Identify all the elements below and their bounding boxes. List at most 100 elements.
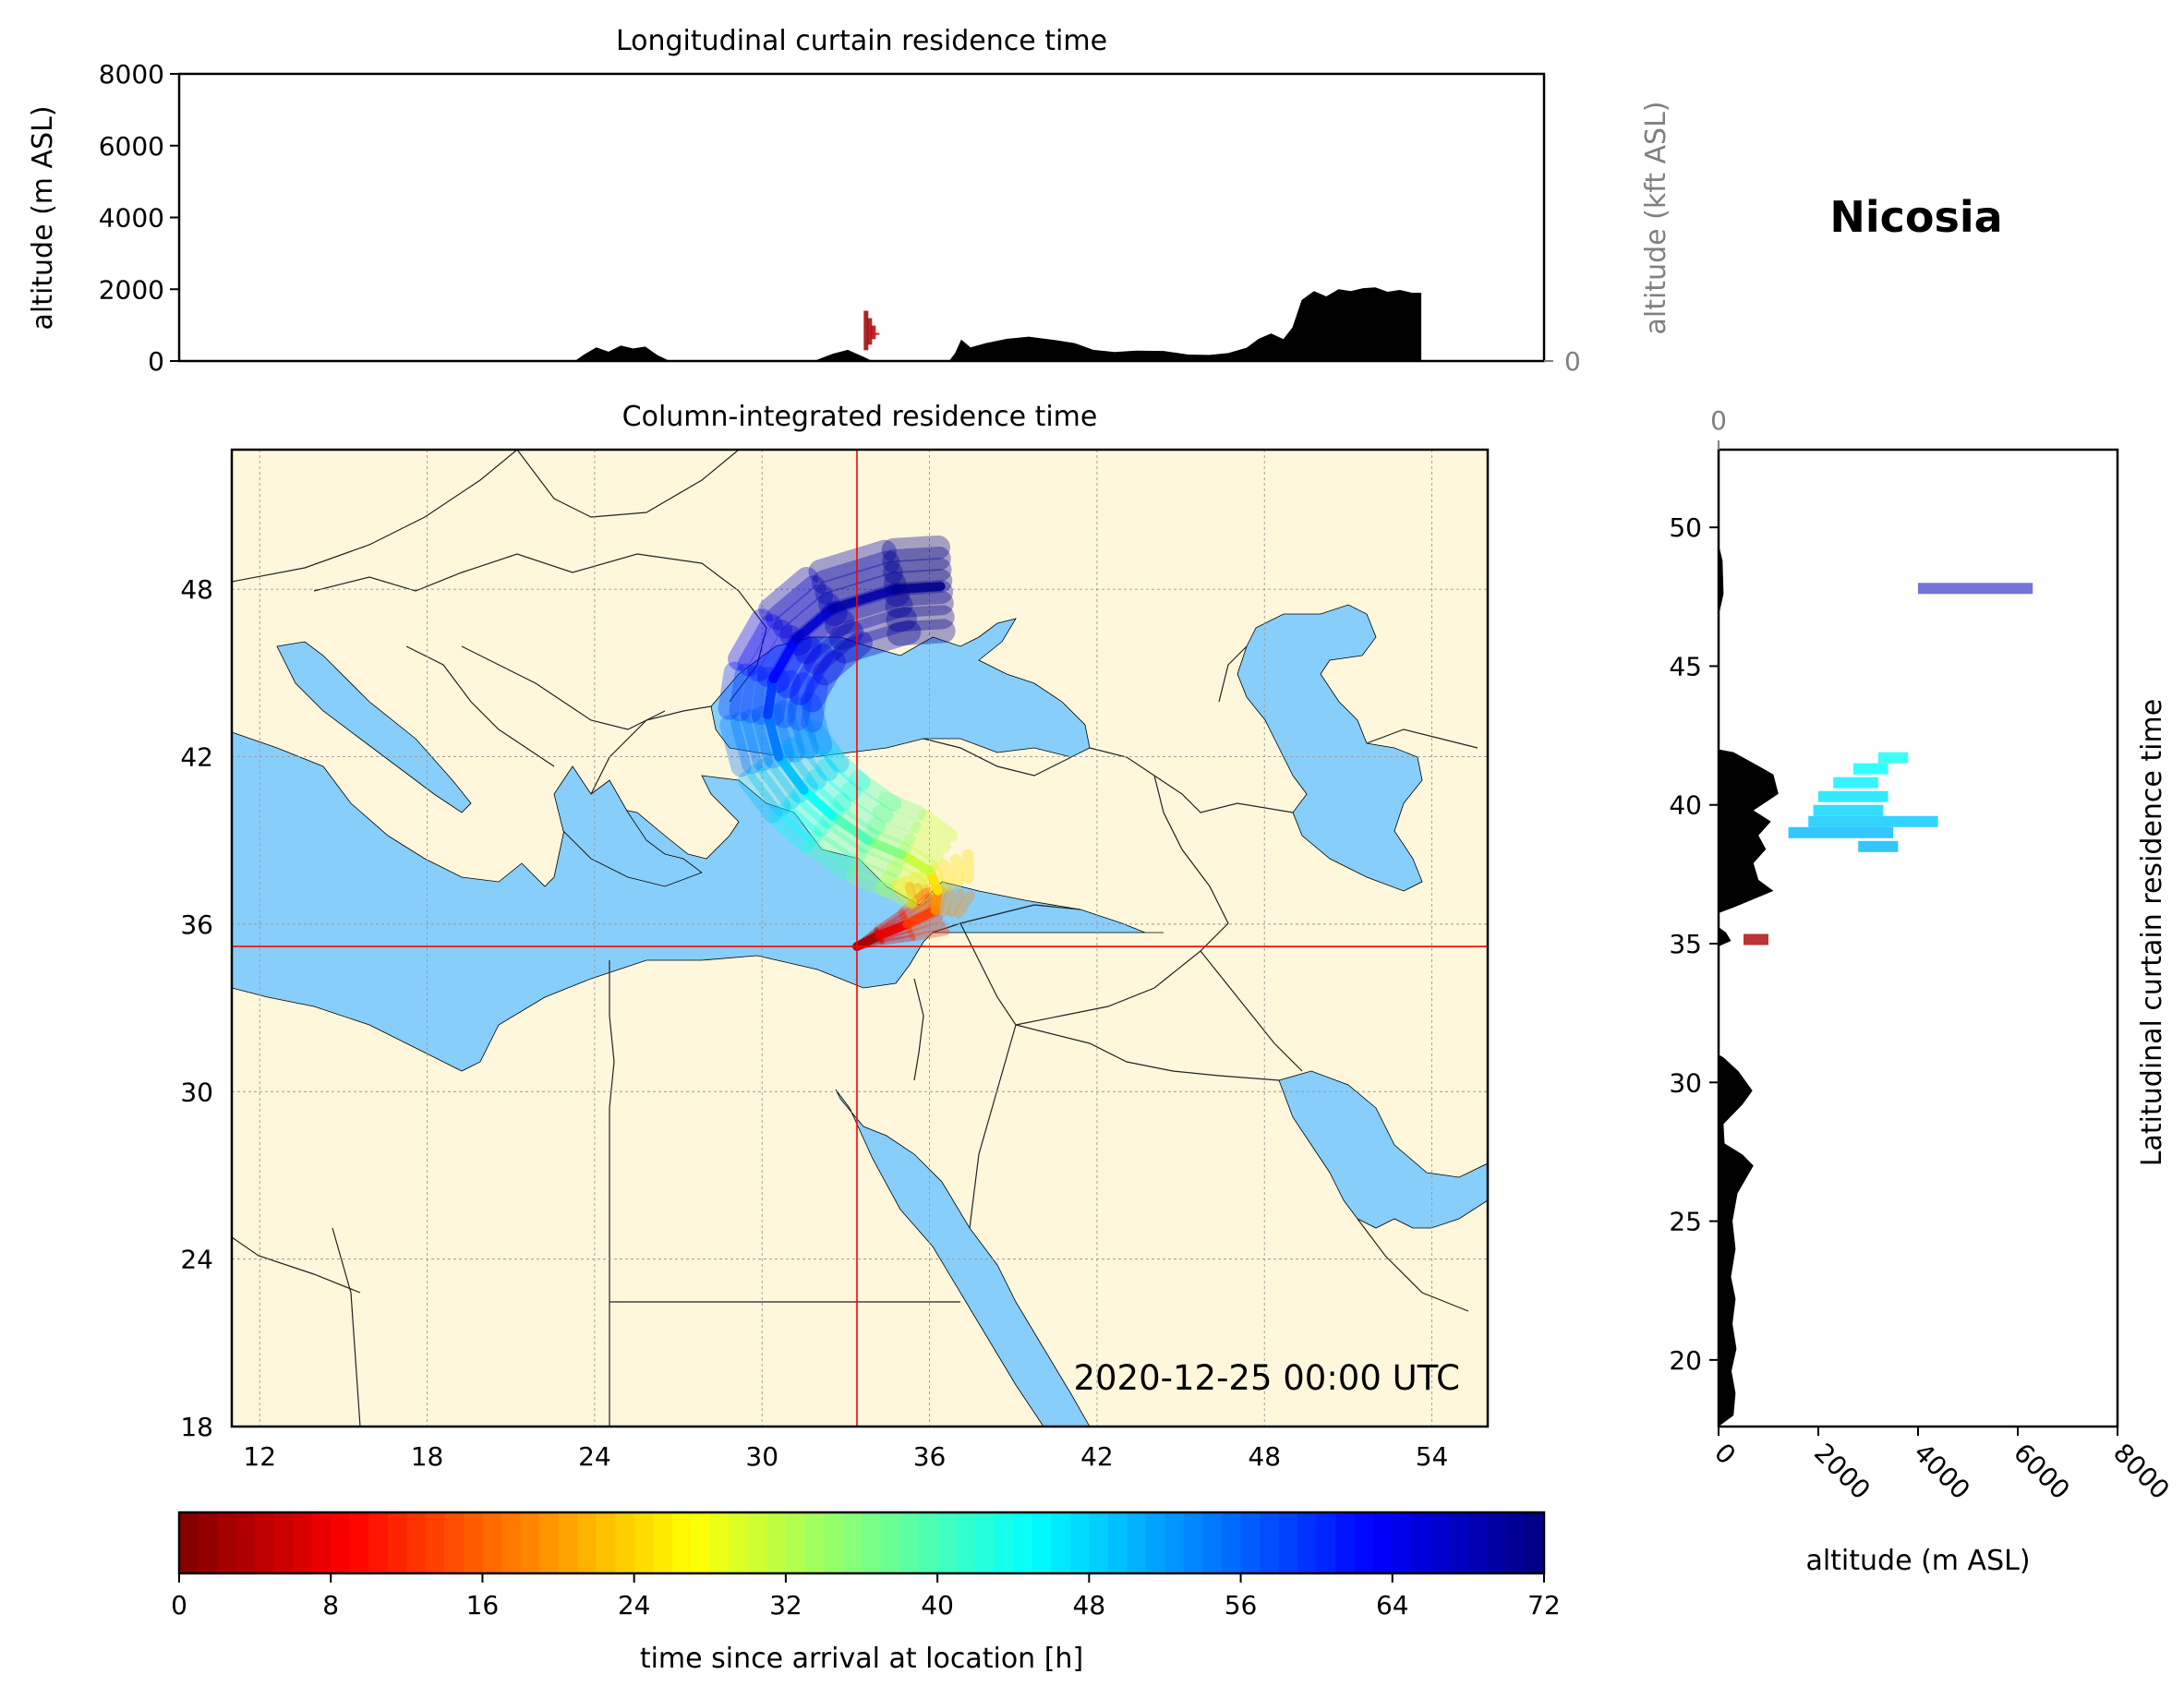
trajectory-segment [807,830,861,872]
longitudinal-ytick-right-label: 0 [1564,346,1581,377]
trajectory-segment [802,620,864,675]
trajectory-segment [900,897,935,923]
trajectory-segment [828,606,917,651]
trajectory-segment [791,785,838,828]
trajectory-core-segment [799,785,837,820]
trajectory-core-segment [875,919,912,940]
trajectory-segment [875,912,907,934]
latitudinal-xtick-label: 0 [1708,1438,1742,1471]
latitudinal-xtick-label: 8000 [2107,1438,2176,1506]
colorbar-tick-label: 8 [322,1590,339,1620]
colorbar-cell [217,1512,237,1573]
trajectory-segment [886,605,955,632]
trajectory-core-segment [790,604,837,644]
trajectory-segment [885,591,954,619]
colorbar-cell [1222,1512,1242,1573]
trajectory-segment [800,650,846,713]
latitudinal-plume [1744,583,2033,945]
longitudinal-plume-mark [871,325,876,340]
trajectory-segment [937,859,956,892]
trajectory-segment [808,539,897,584]
colorbar-cell [747,1512,767,1573]
trajectory-segment [811,550,900,595]
colorbar-cell [823,1512,844,1573]
trajectory-segment [863,827,911,857]
map-y-axis: 18 24 30 36 42 48 [180,574,213,1442]
latitudinal-xtick-label: 6000 [2008,1438,2076,1506]
colorbar-cell [444,1512,465,1573]
trajectory-segment [890,879,918,909]
trajectory-segment [892,852,934,883]
colorbar-tick-label: 48 [1073,1590,1106,1620]
colorbar-cell [596,1512,616,1573]
map-ytick-label: 42 [180,742,213,773]
latitudinal-plume-band [1744,933,1768,945]
map-gridlines [232,450,1488,1427]
trajectory-segment [845,869,895,898]
trajectory-segment [801,674,828,733]
trajectory-segment [772,584,834,639]
longitudinal-ytick-label: 8000 [99,59,164,90]
colorbar-cell [709,1512,730,1573]
trajectory-segment [878,934,916,945]
colorbar-cell [539,1512,560,1573]
trajectory-segment [949,854,965,888]
trajectory-segment [884,580,954,608]
colorbar-cell [255,1512,275,1573]
trajectory-segment [881,535,951,562]
trajectory-segment [849,770,902,813]
longitudinal-y-axis: 0 2000 4000 6000 8000 [99,59,179,377]
trajectory-segment [854,848,903,878]
aegean-sea [553,765,703,887]
red-sea [835,1089,1091,1427]
latitudinal-ytick-label: 50 [1669,512,1702,543]
latitudinal-title: Latitudinal curtain residence time [2136,699,2168,1166]
map-timestamp: 2020-12-25 00:00 UTC [1073,1358,1460,1398]
trajectory-segment [883,569,953,596]
colorbar-cell [1202,1512,1223,1573]
latitudinal-ytick-label: 25 [1669,1207,1702,1237]
trajectory-segment [910,927,950,942]
trajectory-segment [773,743,818,797]
colorbar-tick-label: 64 [1376,1590,1409,1620]
longitudinal-ylabel-right: altitude (kft ASL) [1640,101,1672,334]
trajectory-segment [758,566,819,622]
colorbar-cell [235,1512,256,1573]
latitudinal-ytick-label: 20 [1669,1345,1702,1376]
colorbar-cell [1107,1512,1128,1573]
longitudinal-panel: Longitudinal curtain residence time 0 200… [27,25,1672,377]
colorbar-cell [198,1512,218,1573]
latitudinal-ytick-label: 30 [1669,1067,1702,1098]
map-xtick-label: 54 [1416,1441,1449,1472]
longitudinal-title: Longitudinal curtain residence time [616,25,1107,57]
trajectory-segment [751,667,779,726]
latitudinal-x-axis: 0 2000 4000 6000 8000 [1708,1427,2176,1505]
colorbar-cell [899,1512,920,1573]
colorbar-cell [425,1512,445,1573]
colorbar-cell [615,1512,635,1573]
trajectory-segment [867,817,916,847]
map-ytick-label: 18 [180,1412,213,1442]
map-frame [230,448,1490,1428]
colorbar-cell [1487,1512,1507,1573]
latitudinal-plot-background [1719,450,2118,1427]
trajectory-segment [765,750,809,803]
trajectory-segment [782,737,827,790]
colorbar-cell [179,1512,199,1573]
caspian-sea [1237,604,1423,892]
trajectory-core-segment [863,836,907,860]
trajectory-segment [738,770,782,824]
colorbar-cell [956,1512,976,1573]
map-ytick-label: 36 [180,909,213,940]
latitudinal-plume-band [1852,763,1888,775]
colorbar-cell [1089,1512,1109,1573]
trajectory-segment [880,872,923,900]
map-xtick-label: 30 [745,1441,778,1472]
trajectory-segment [858,837,908,867]
map-title: Column-integrated residence time [622,401,1098,433]
trajectory-segment [905,914,944,933]
map-panel: Column-integrated residence time [180,401,1490,1472]
latitudinal-xlabel: altitude (m ASL) [1805,1545,2030,1577]
trajectory-segment [763,703,795,766]
colorbar-cell [729,1512,749,1573]
